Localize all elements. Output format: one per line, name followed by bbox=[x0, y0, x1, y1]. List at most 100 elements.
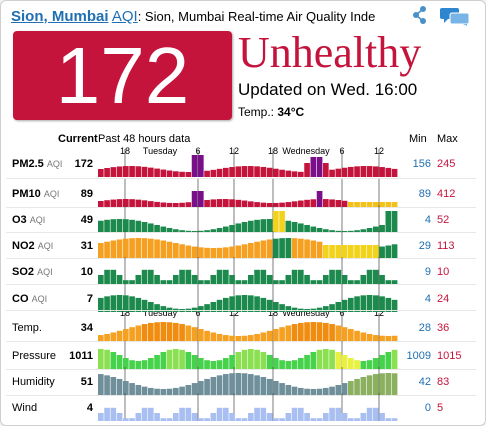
chart-bar bbox=[160, 352, 167, 369]
chart-bar bbox=[360, 229, 367, 233]
chart-bar bbox=[185, 172, 192, 177]
chart-bar bbox=[148, 223, 154, 233]
chart-bar bbox=[291, 222, 298, 233]
chart-bar bbox=[129, 166, 135, 177]
chart-bar bbox=[379, 413, 385, 421]
chart-bar bbox=[216, 168, 223, 177]
row-pressure: Pressure 1011 1009 1015 bbox=[1, 341, 485, 369]
chart-bar bbox=[135, 238, 142, 259]
chart-bar bbox=[104, 375, 110, 395]
row-name: SO2 bbox=[12, 266, 35, 278]
chart-bar bbox=[285, 238, 292, 259]
chart-bar bbox=[116, 355, 123, 369]
chart-bar bbox=[354, 280, 360, 285]
chart-bar bbox=[123, 358, 129, 369]
chart-bar bbox=[248, 220, 254, 233]
chart-bar bbox=[185, 230, 192, 233]
share-icon[interactable] bbox=[411, 5, 427, 25]
chart-bar bbox=[385, 202, 392, 207]
chart-bar bbox=[379, 246, 385, 259]
chart-bar bbox=[341, 299, 348, 312]
chart-bar bbox=[160, 169, 167, 177]
chart-bar bbox=[385, 245, 392, 259]
so2-sparkline[interactable] bbox=[98, 257, 398, 285]
chart-bar bbox=[173, 387, 179, 395]
chart-bar bbox=[191, 191, 198, 207]
chart-bar bbox=[348, 418, 354, 421]
chart-bar bbox=[298, 387, 304, 395]
o3-sparkline[interactable] bbox=[98, 205, 398, 233]
co-sparkline[interactable] bbox=[98, 284, 398, 312]
row-name: NO2 bbox=[12, 240, 35, 252]
chart-bar bbox=[391, 349, 398, 369]
chart-bar bbox=[160, 280, 167, 285]
chart-bar bbox=[160, 240, 167, 259]
chart-bar bbox=[298, 358, 304, 369]
chart-bar bbox=[191, 307, 198, 312]
temp-sparkline[interactable] bbox=[98, 313, 398, 341]
chart-bar bbox=[104, 219, 110, 233]
chart-bar bbox=[116, 378, 123, 395]
chart-bar bbox=[254, 407, 260, 421]
chart-bar bbox=[329, 169, 335, 177]
chart-bar bbox=[373, 335, 379, 341]
chart-bar bbox=[135, 385, 142, 395]
chart-bar bbox=[123, 295, 129, 312]
humidity-sparkline[interactable] bbox=[98, 367, 398, 395]
chart-bar bbox=[285, 361, 292, 369]
row-so2: SO2 AQI 10 9 10 bbox=[1, 257, 485, 285]
chart-bar bbox=[129, 296, 135, 312]
chart-bar bbox=[360, 275, 367, 285]
pm10-sparkline[interactable] bbox=[98, 179, 398, 207]
chart-bar bbox=[254, 241, 260, 259]
chart-bar bbox=[354, 166, 360, 177]
chart-bar bbox=[198, 247, 204, 259]
row-min: 4 bbox=[424, 293, 431, 305]
wind-sparkline[interactable] bbox=[98, 393, 398, 421]
chart-bar bbox=[160, 226, 167, 233]
chart-bar bbox=[210, 377, 217, 395]
row-current: 49 bbox=[80, 214, 93, 226]
chart-bar bbox=[279, 383, 285, 395]
chart-bar bbox=[348, 280, 354, 285]
chart-bar bbox=[304, 225, 310, 233]
chart-bar bbox=[198, 191, 204, 207]
chart-bar bbox=[98, 275, 104, 285]
chart-bar bbox=[110, 240, 117, 259]
chart-bar bbox=[373, 407, 379, 421]
chart-bar bbox=[329, 269, 335, 285]
chart-bar bbox=[129, 238, 135, 259]
chart-bar bbox=[373, 202, 379, 207]
chart-bar bbox=[316, 388, 323, 395]
chat-bubbles-icon[interactable] bbox=[439, 6, 471, 26]
chart-bar bbox=[160, 389, 167, 395]
chart-bar bbox=[123, 219, 129, 233]
chart-bar bbox=[329, 407, 335, 421]
chart-bar bbox=[148, 322, 154, 341]
chart-bar bbox=[285, 306, 292, 312]
chart-bar bbox=[348, 202, 354, 207]
chart-bar bbox=[385, 280, 392, 285]
no2-sparkline[interactable] bbox=[98, 231, 398, 259]
pm25-sparkline[interactable] bbox=[98, 149, 398, 177]
chart-bar bbox=[323, 387, 329, 395]
chart-bar bbox=[391, 202, 398, 207]
chart-bar bbox=[160, 306, 167, 312]
chart-bar bbox=[229, 413, 235, 421]
chart-bar bbox=[173, 349, 179, 369]
pressure-sparkline[interactable] bbox=[98, 341, 398, 369]
row-divider bbox=[6, 232, 476, 233]
chart-bar bbox=[285, 275, 292, 285]
row-temp: Temp. 34 28 36 bbox=[1, 313, 485, 341]
chart-bar bbox=[129, 418, 135, 421]
city-link[interactable]: Sion, Mumbai bbox=[11, 8, 109, 25]
chart-bar bbox=[335, 407, 342, 421]
chart-bar bbox=[260, 377, 267, 395]
chart-bar bbox=[366, 295, 373, 312]
chart-bar bbox=[291, 201, 298, 207]
chart-bar bbox=[329, 245, 335, 259]
chart-bar bbox=[273, 302, 279, 312]
chart-bar bbox=[204, 360, 210, 369]
chart-bar bbox=[110, 332, 117, 341]
aqi-link[interactable]: AQI bbox=[111, 8, 138, 25]
